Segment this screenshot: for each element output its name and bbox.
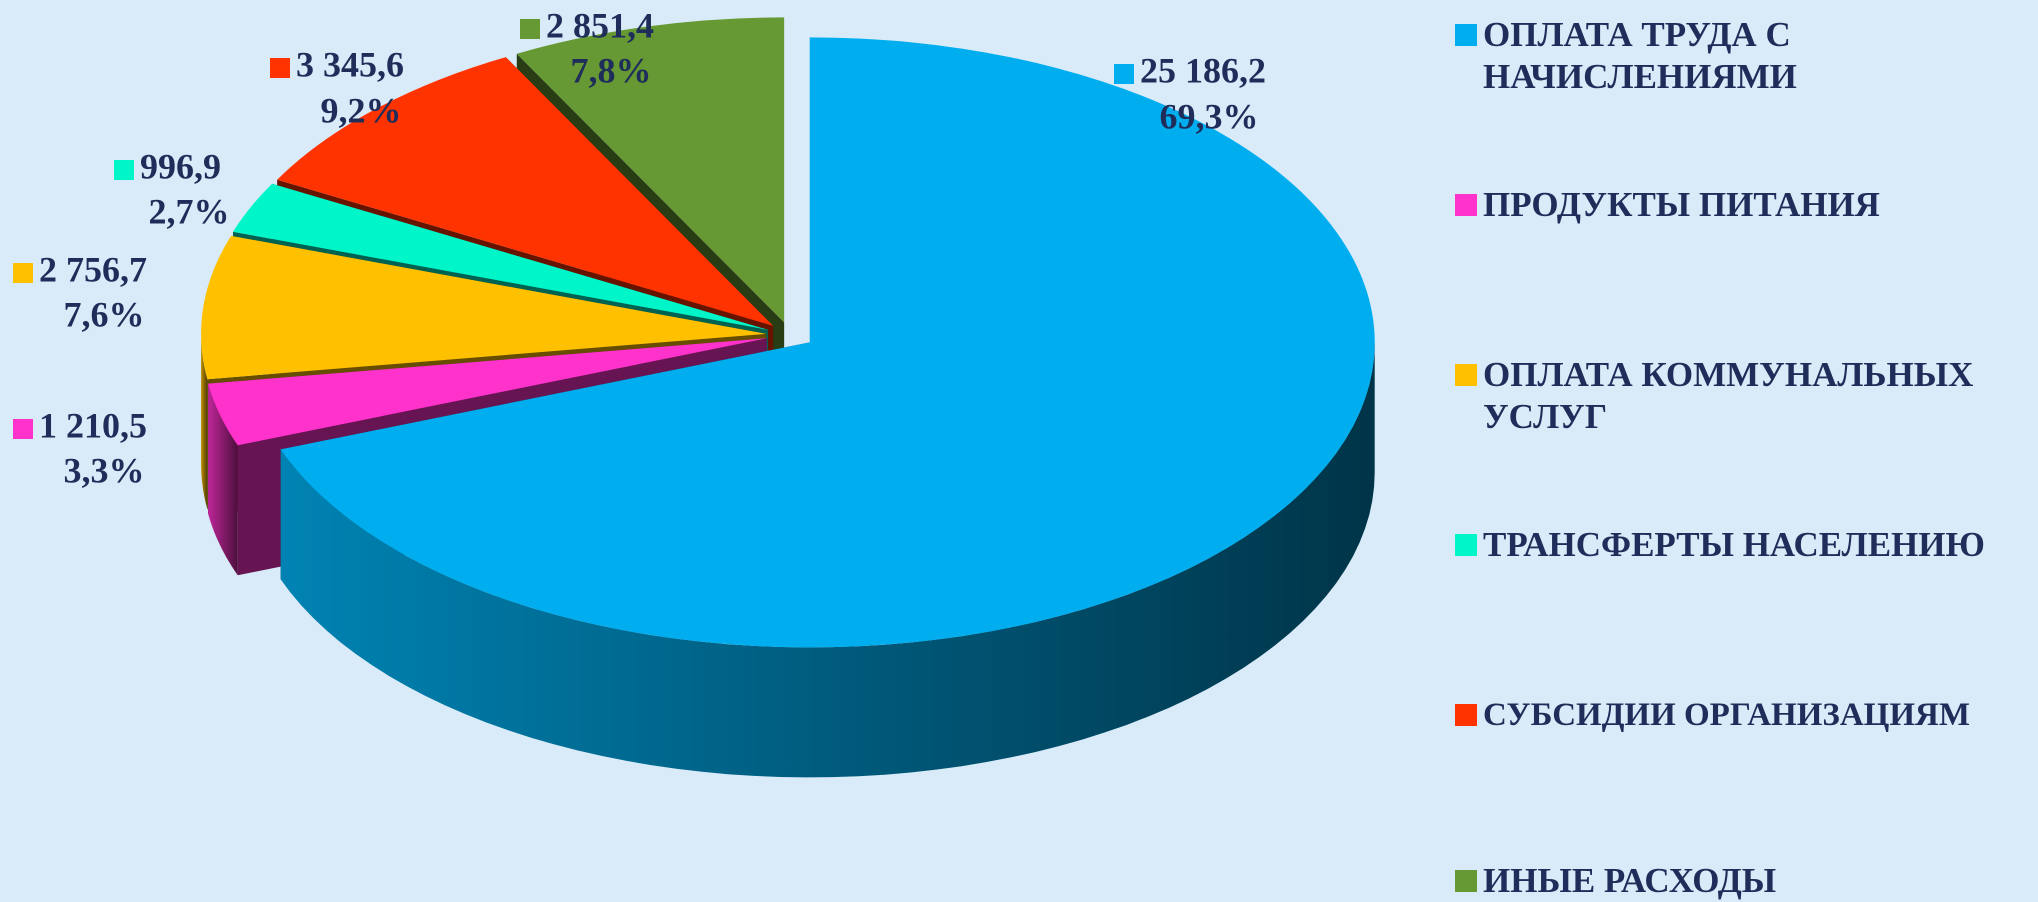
chart: 25 186,2 69,3% 1 210,5 3,3% 2 756,7 7,6% 996,9… <box>13 5 1375 778</box>
percent-label: 2,7% <box>149 191 230 231</box>
label-swatch <box>1114 64 1134 84</box>
percent-label: 9,2% <box>321 90 402 130</box>
percent-label: 7,8% <box>571 50 652 90</box>
label-swatch <box>270 58 290 78</box>
percent-label: 69,3% <box>1160 96 1259 136</box>
slice-side <box>201 333 208 510</box>
value-label: 1 210,5 <box>39 405 147 445</box>
legend-swatch <box>1455 194 1477 216</box>
label-swatch <box>13 263 33 283</box>
label-swatch <box>13 419 33 439</box>
slice-top <box>208 338 767 446</box>
legend-swatch <box>1455 364 1477 386</box>
slice-side <box>280 342 1375 778</box>
legend-item: СУБСИДИИ ОРГАНИЗАЦИЯМ <box>1455 694 2035 736</box>
value-label: 2 756,7 <box>39 249 147 289</box>
legend-item: ОПЛАТА ТРУДА С НАЧИСЛЕНИЯМИ <box>1455 14 2035 98</box>
legend-item: ТРАНСФЕРТЫ НАСЕЛЕНИЮ <box>1455 524 2035 566</box>
legend-label: ОПЛАТА КОММУНАЛЬНЫХ УСЛУГ <box>1483 355 1974 436</box>
legend-swatch <box>1455 870 1477 892</box>
slice-top <box>201 235 767 380</box>
legend-item: ОПЛАТА КОММУНАЛЬНЫХ УСЛУГ <box>1455 354 2035 438</box>
value-label: 996,9 <box>140 146 221 186</box>
value-label: 3 345,6 <box>296 44 404 84</box>
legend: ОПЛАТА ТРУДА С НАЧИСЛЕНИЯМИ ПРОДУКТЫ ПИТА… <box>1455 0 2038 902</box>
legend-swatch <box>1455 24 1477 46</box>
slice <box>280 37 1375 778</box>
slice-side <box>208 383 238 576</box>
legend-item: ИНЫЕ РАСХОДЫ <box>1455 860 2035 902</box>
legend-swatch <box>1455 534 1477 556</box>
legend-label: ПРОДУКТЫ ПИТАНИЯ <box>1483 185 1880 224</box>
percent-label: 7,6% <box>64 294 145 334</box>
legend-swatch <box>1455 704 1477 726</box>
legend-label: ТРАНСФЕРТЫ НАСЕЛЕНИЮ <box>1483 525 1985 564</box>
slice-top <box>233 183 769 330</box>
legend-label: ИНЫЕ РАСХОДЫ <box>1483 861 1777 900</box>
slice-top <box>277 57 774 326</box>
legend-item: ПРОДУКТЫ ПИТАНИЯ <box>1455 184 2035 226</box>
slice-top <box>516 17 785 323</box>
legend-label: ОПЛАТА ТРУДА С НАЧИСЛЕНИЯМИ <box>1483 15 1797 96</box>
label-swatch <box>520 19 540 39</box>
value-label: 2 851,4 <box>546 5 654 45</box>
label-swatch <box>114 160 134 180</box>
percent-label: 3,3% <box>64 450 145 490</box>
value-label: 25 186,2 <box>1140 50 1266 90</box>
slice-top <box>280 37 1375 648</box>
legend-label: СУБСИДИИ ОРГАНИЗАЦИЯМ <box>1483 697 1970 733</box>
